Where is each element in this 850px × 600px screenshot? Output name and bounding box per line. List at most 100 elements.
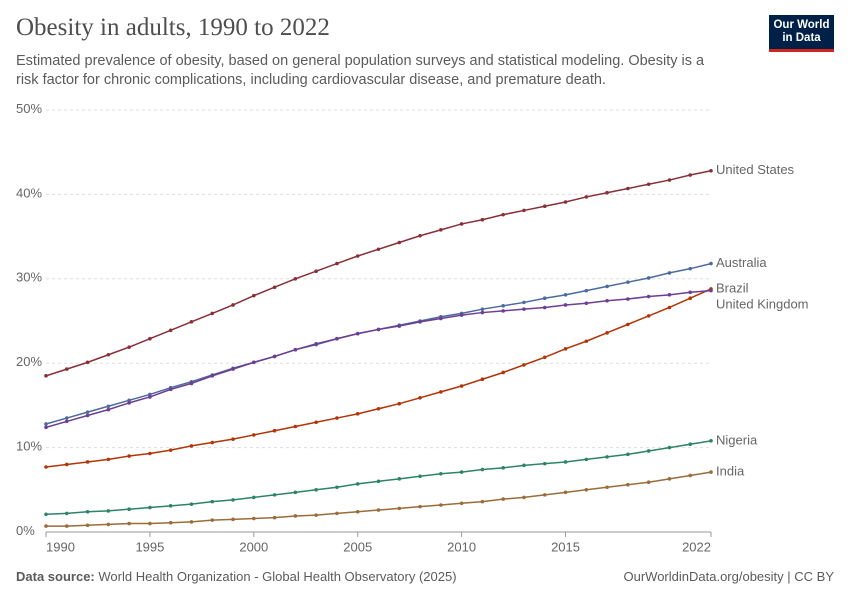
point <box>189 381 194 386</box>
point <box>480 377 485 382</box>
point <box>127 401 131 405</box>
point <box>231 517 235 522</box>
point <box>210 374 215 378</box>
point <box>688 442 693 447</box>
point <box>688 266 693 271</box>
point <box>563 347 568 351</box>
point <box>355 509 360 514</box>
y-tick-label: 0% <box>16 523 35 538</box>
point <box>85 509 90 514</box>
point <box>605 485 609 490</box>
point <box>335 485 339 490</box>
point <box>418 396 422 400</box>
point <box>626 280 630 284</box>
point <box>376 327 381 332</box>
point <box>542 493 547 497</box>
point <box>501 304 505 308</box>
point <box>480 467 485 472</box>
point <box>397 240 402 245</box>
point <box>85 360 90 365</box>
point <box>584 339 589 344</box>
point <box>646 314 651 318</box>
point <box>522 208 526 213</box>
point <box>480 307 485 311</box>
y-tick-label: 10% <box>16 439 42 454</box>
point <box>106 509 111 513</box>
source-label: Data source: <box>16 569 95 584</box>
series-label: Nigeria <box>716 432 758 447</box>
point <box>293 490 298 495</box>
point <box>293 347 298 352</box>
point <box>501 497 505 501</box>
point <box>127 521 131 526</box>
point <box>85 413 90 418</box>
point <box>667 305 672 310</box>
point <box>563 303 568 307</box>
point <box>231 303 235 307</box>
y-tick-label: 30% <box>16 270 42 285</box>
point <box>459 470 464 474</box>
line <box>45 262 712 425</box>
point <box>626 186 630 191</box>
point <box>189 502 194 506</box>
chart: 0% 10% 20% 30% 40% 50% 1990 1995 2000 2005 2010 201… <box>16 101 809 555</box>
point <box>646 182 651 187</box>
point <box>106 404 111 409</box>
point <box>355 331 360 336</box>
point <box>314 420 318 425</box>
point <box>64 462 69 467</box>
point <box>563 490 568 495</box>
point <box>64 419 69 424</box>
point <box>563 460 568 464</box>
point <box>418 504 422 509</box>
point <box>459 222 464 226</box>
x-tick-label: 1990 <box>46 539 75 554</box>
point <box>626 322 630 327</box>
point <box>335 416 339 420</box>
point <box>314 513 318 517</box>
point <box>397 324 402 328</box>
point <box>522 307 526 311</box>
point <box>542 305 547 310</box>
point <box>480 217 485 222</box>
point <box>148 336 152 341</box>
point <box>626 297 630 301</box>
point <box>127 345 131 349</box>
point <box>252 293 256 298</box>
point <box>542 296 547 301</box>
point <box>314 341 318 346</box>
point <box>148 395 152 399</box>
point <box>605 455 609 459</box>
point <box>168 387 173 392</box>
point <box>667 477 672 481</box>
point <box>44 425 48 430</box>
chart-subtitle: Estimated prevalence of obesity, based o… <box>16 53 705 88</box>
point <box>397 477 402 481</box>
point <box>522 300 526 305</box>
point <box>355 412 360 416</box>
point <box>418 233 422 238</box>
point <box>355 482 360 486</box>
point <box>210 499 215 504</box>
point <box>314 269 318 274</box>
point <box>584 195 589 199</box>
point <box>605 190 609 195</box>
x-tick-label: 2005 <box>343 539 372 554</box>
point <box>439 390 443 394</box>
point <box>563 200 568 204</box>
x-tick-label: 2022 <box>682 539 711 554</box>
source[interactable]: World Health Organization - Global Healt… <box>98 569 457 584</box>
logo[interactable]: Our World in Data <box>769 15 834 52</box>
point <box>667 178 672 182</box>
point <box>272 428 277 433</box>
point <box>210 311 215 316</box>
point <box>480 499 485 504</box>
point <box>709 439 713 443</box>
point <box>439 228 443 232</box>
point <box>335 511 339 516</box>
point <box>355 254 360 258</box>
footer-link[interactable]: OurWorldinData.org/obesity | CC BY <box>623 569 835 584</box>
series-label: Brazil <box>716 280 749 295</box>
y-tick-label: 50% <box>16 101 42 116</box>
